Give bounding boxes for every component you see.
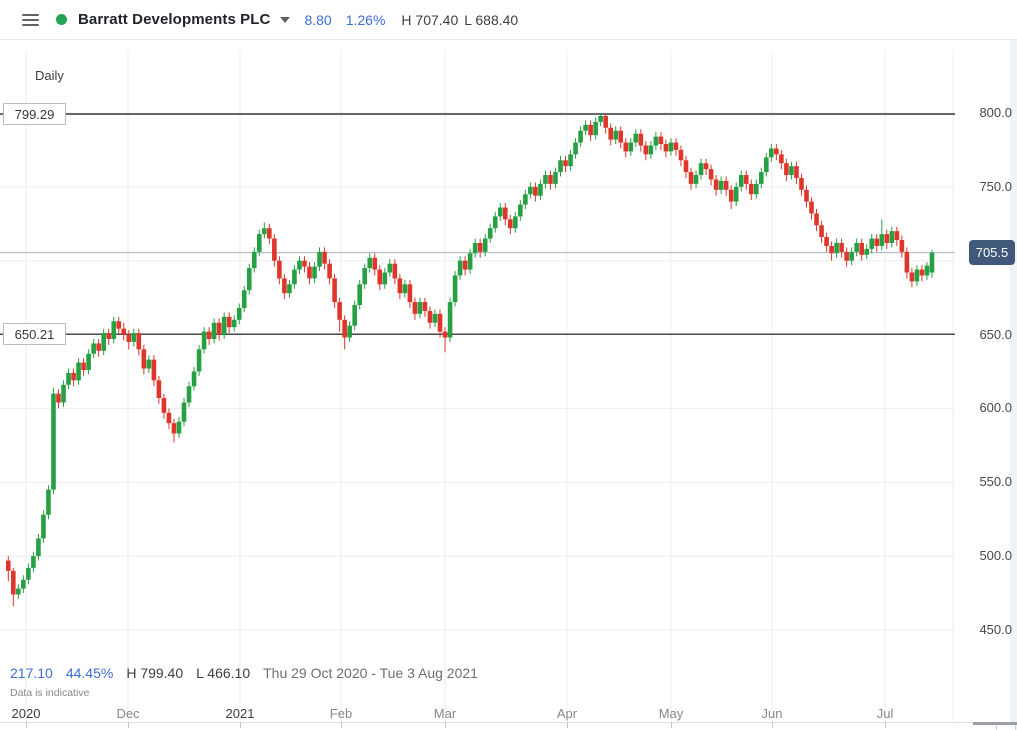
disclaimer-text: Data is indicative (10, 687, 90, 699)
x-axis-label-feb: Feb (329, 706, 353, 721)
x-axis-tick (885, 722, 886, 728)
header-change-pct: 1.26% (345, 11, 386, 28)
vertical-scrollbar-track[interactable] (1010, 40, 1017, 730)
y-axis-label-500.0: 500.0 (979, 548, 1012, 564)
period-change-pct: 44.45% (65, 665, 114, 681)
header-change: 8.80 (304, 11, 332, 28)
chart-area[interactable]: Daily 799.29 650.21 705.5 800.0 750.0 650.… (0, 40, 1017, 730)
horizontal-scrollbar-thumb[interactable] (973, 722, 1017, 725)
x-axis-tick (671, 722, 672, 728)
period-change: 217.10 (10, 665, 53, 681)
x-axis-label-jul: Jul (876, 706, 894, 721)
date-range: Thu 29 Oct 2020 - Tue 3 Aug 2021 (263, 665, 478, 681)
y-axis-label-450.0: 450.0 (979, 621, 1012, 637)
y-axis-label-750.0: 750.0 (979, 178, 1012, 194)
last-price-badge: 705.5 (969, 240, 1015, 266)
x-axis-tick (772, 722, 773, 728)
x-axis-tick (445, 722, 446, 728)
x-axis-label-may: May (658, 706, 684, 721)
support-price-tag[interactable]: 650.21 (3, 323, 66, 346)
x-axis-tick (128, 722, 129, 728)
candlestick-chart[interactable] (0, 50, 955, 722)
hamburger-menu-icon[interactable] (22, 13, 39, 26)
x-axis-label-dec: Dec (116, 706, 140, 721)
x-axis-tick (26, 722, 27, 728)
x-axis-tick (567, 722, 568, 728)
y-axis-label-550.0: 550.0 (979, 474, 1012, 490)
y-axis-label-800.0: 800.0 (979, 105, 1012, 120)
resistance-price-tag[interactable]: 799.29 (3, 103, 66, 126)
header-day-high: H 707.40 (401, 11, 459, 28)
x-axis-label-mar: Mar (433, 706, 457, 721)
period-high: H 799.40 (126, 665, 184, 681)
instrument-title[interactable]: Barratt Developments PLC (78, 11, 271, 28)
timeframe-label: Daily (35, 68, 64, 83)
x-axis-label-2020: 2020 (11, 706, 41, 721)
x-axis-tick (341, 722, 342, 728)
x-axis-line (0, 722, 995, 723)
x-axis-tick (240, 722, 241, 728)
y-axis-label-600.0: 600.0 (979, 400, 1012, 416)
header-day-low: L 688.40 (464, 11, 519, 28)
header: Barratt Developments PLC 8.80 1.26% H 70… (0, 0, 1017, 40)
period-low: L 466.10 (196, 665, 251, 681)
market-open-dot-icon (56, 14, 67, 25)
footer-info-bar: 217.10 44.45% H 799.40 L 466.10 Thu 29 O… (0, 662, 1017, 702)
x-axis-label-2021: 2021 (225, 706, 255, 721)
x-axis-label-jun: Jun (761, 706, 783, 721)
chevron-down-icon[interactable] (280, 16, 291, 23)
y-axis-label-650.0: 650.0 (979, 326, 1012, 342)
x-axis-label-apr: Apr (556, 706, 578, 721)
